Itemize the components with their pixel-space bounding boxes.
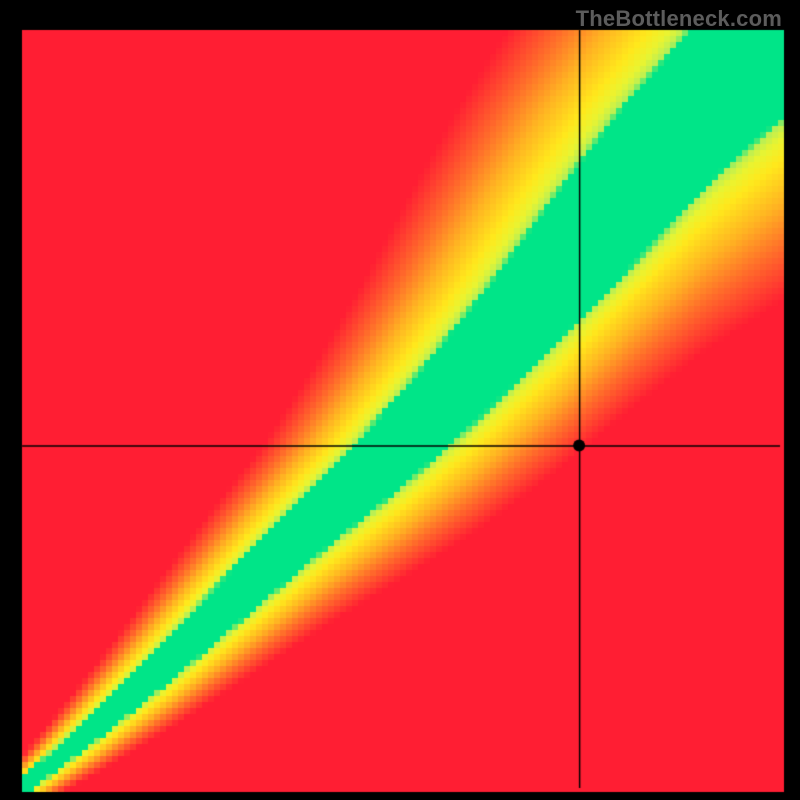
watermark-text: TheBottleneck.com (576, 6, 782, 32)
overlay-canvas (0, 0, 800, 800)
chart-container: TheBottleneck.com (0, 0, 800, 800)
